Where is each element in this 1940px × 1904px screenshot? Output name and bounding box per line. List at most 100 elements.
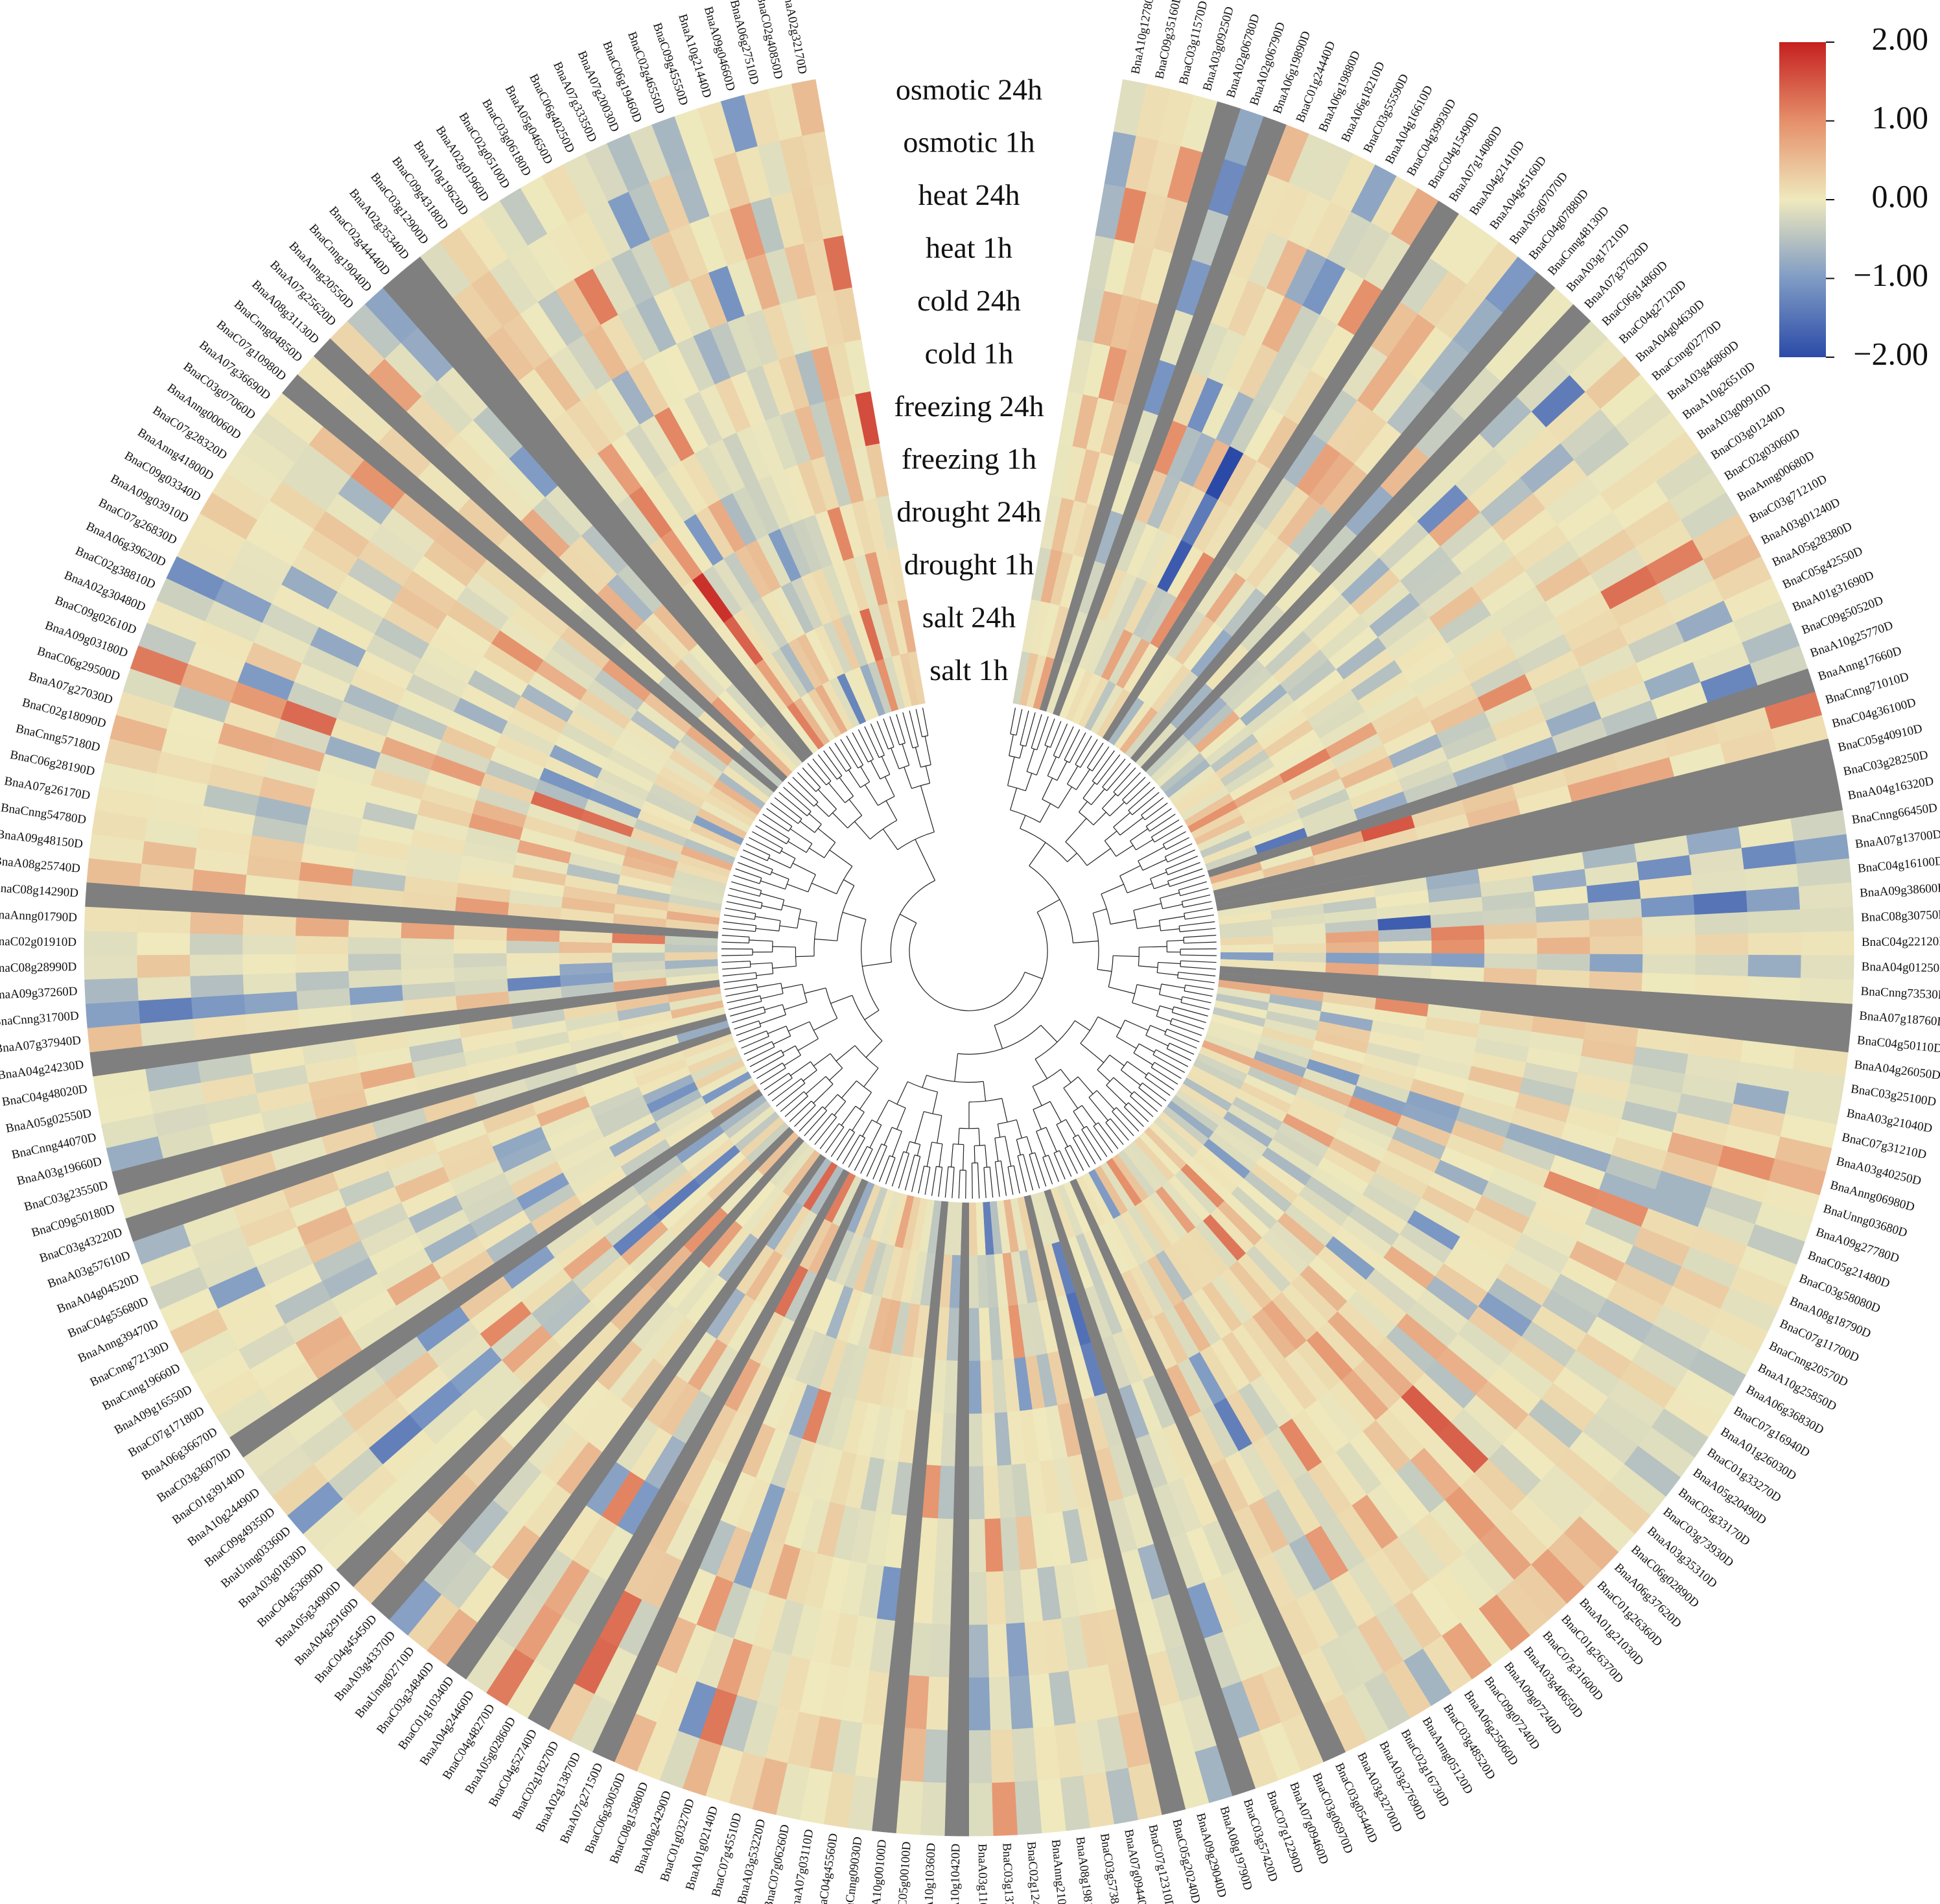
dendrogram-branch (896, 714, 906, 744)
heatmap-cell (1177, 1358, 1214, 1412)
heatmap-cell (1305, 1176, 1356, 1216)
heatmap-cell (1461, 540, 1515, 587)
heatmap-cell (720, 1169, 764, 1215)
heatmap-cell (548, 1683, 595, 1742)
heatmap-cell (1368, 1172, 1422, 1211)
heatmap-cell (1217, 1201, 1263, 1246)
heatmap-cell (817, 1226, 847, 1279)
dendrogram-branch (817, 828, 836, 843)
heatmap-cell (680, 845, 733, 871)
heatmap-cell (1747, 909, 1801, 934)
heatmap-cell (494, 1234, 546, 1276)
heatmap-cell (1011, 1728, 1038, 1783)
dendrogram-branch (780, 1050, 785, 1056)
heatmap-cell (744, 309, 779, 366)
dendrogram-branch (883, 718, 894, 747)
heatmap-cell (742, 603, 780, 654)
heatmap-cell (415, 1209, 471, 1249)
gene-label: BnaAnng01790D (0, 908, 77, 924)
heatmap-cell (506, 952, 560, 967)
dendrogram-branch (1017, 1154, 1023, 1157)
heatmap-cell (681, 1131, 730, 1171)
heatmap-cell (351, 1016, 407, 1039)
heatmap-cell (1321, 886, 1376, 904)
gene-label: BnaA07g37940D (0, 1033, 82, 1055)
heatmap-cell (773, 712, 813, 758)
heatmap-cell (1252, 701, 1302, 742)
heatmap-cell (732, 752, 778, 793)
heatmap-cell (689, 1458, 728, 1514)
heatmap-cell (1367, 434, 1416, 486)
dendrogram-branch (1169, 1018, 1173, 1024)
dendrogram-branch (829, 1068, 843, 1081)
heatmap-cell (1720, 1287, 1779, 1332)
dendrogram-branch (1086, 1126, 1108, 1157)
heatmap-cell (1354, 290, 1401, 346)
dendrogram-branch (1007, 757, 1015, 786)
heatmap-cell (1221, 1332, 1263, 1383)
heatmap-cell (1050, 1186, 1076, 1240)
heatmap-cell (1323, 1147, 1375, 1184)
heatmap-cell (1108, 1443, 1139, 1499)
heatmap-cell (709, 209, 747, 266)
dendrogram-branch (876, 1099, 889, 1123)
heatmap-cell (1281, 1713, 1324, 1772)
gene-label: BnaA09g38600D (1859, 881, 1940, 900)
dendrogram-branch (1162, 904, 1183, 910)
heatmap-cell (609, 1122, 660, 1158)
dendrogram-branch (823, 750, 843, 776)
heatmap-cell (1516, 358, 1571, 412)
dendrogram-branch (892, 1131, 902, 1157)
heatmap-cell (707, 499, 746, 552)
heatmap-cell (746, 365, 780, 421)
dendrogram-branch (1110, 1118, 1129, 1141)
dendrogram-branch (771, 1078, 802, 1101)
heatmap-cell (646, 1171, 694, 1213)
heatmap-cell (1757, 668, 1816, 708)
heatmap-cell (1378, 928, 1432, 942)
heatmap-cell (1469, 312, 1521, 368)
heatmap-cell (1188, 1411, 1225, 1466)
heatmap-cell (669, 223, 709, 281)
dendrogram-branch (876, 721, 889, 749)
heatmap-cell (1555, 1448, 1610, 1500)
heatmap-cell (274, 718, 331, 754)
heatmap-cell (596, 1194, 647, 1237)
heatmap-cell (384, 1351, 439, 1400)
heatmap-cell (423, 540, 477, 587)
heatmap-cell (771, 469, 804, 524)
heatmap-cell (618, 639, 666, 685)
heatmap-cell (513, 1337, 563, 1385)
heatmap-cell (700, 1221, 743, 1269)
dendrogram-branch (1064, 729, 1081, 760)
dendrogram-branch (749, 1050, 782, 1067)
heatmap-cell (1278, 1122, 1329, 1158)
heatmap-cell (1268, 884, 1322, 903)
heatmap-cell (944, 1783, 969, 1837)
heatmap-cell (1357, 1280, 1407, 1326)
heatmap-cell (1053, 1563, 1080, 1619)
heatmap-cell (1394, 1592, 1442, 1649)
heatmap-cell (628, 1042, 682, 1069)
heatmap-cell (453, 924, 508, 941)
dendrogram-branch (1181, 901, 1184, 908)
heatmap-cell (642, 1074, 695, 1105)
dendrogram-branch (741, 1036, 769, 1049)
heatmap-cell (363, 1077, 419, 1107)
heatmap-cell (401, 922, 454, 940)
dendrogram-branch (792, 862, 816, 875)
heatmap-cell (968, 1730, 992, 1784)
heatmap-cell (1285, 574, 1332, 622)
heatmap-cell (1283, 433, 1327, 487)
heatmap-cell (1567, 771, 1624, 803)
heatmap-cell (147, 795, 204, 827)
heatmap-cell (1562, 753, 1619, 786)
heatmap-cell (1375, 1337, 1425, 1386)
dendrogram-branch (1067, 852, 1077, 862)
heatmap-cell (1724, 578, 1782, 622)
heatmap-cell (865, 443, 889, 498)
heatmap-cell (900, 1249, 919, 1304)
heatmap-cell (673, 659, 719, 704)
heatmap-cell (1117, 1711, 1151, 1769)
heatmap-cell (530, 791, 585, 821)
